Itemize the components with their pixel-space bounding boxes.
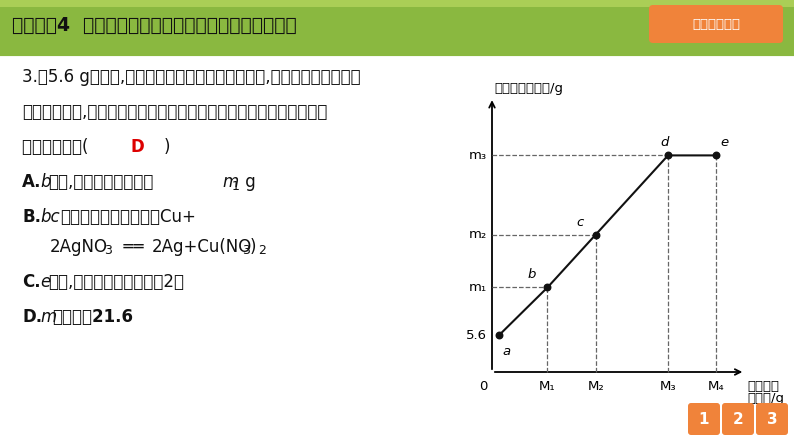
Text: 1: 1 — [699, 412, 709, 426]
Text: m₃: m₃ — [469, 149, 487, 162]
Text: 专项突破4  金属与盐溶液反应后滤液、滤渣成分的分析: 专项突破4 金属与盐溶液反应后滤液、滤渣成分的分析 — [12, 16, 297, 34]
Text: b: b — [527, 269, 535, 282]
Text: 1: 1 — [232, 180, 240, 193]
Text: 点时,生成铜的质量等于: 点时,生成铜的质量等于 — [48, 173, 153, 191]
Text: 段反应的化学方程式为Cu+: 段反应的化学方程式为Cu+ — [60, 208, 196, 226]
Text: e: e — [40, 273, 50, 291]
FancyBboxPatch shape — [0, 49, 794, 53]
FancyBboxPatch shape — [0, 0, 794, 7]
Text: 2: 2 — [258, 245, 266, 257]
Text: d: d — [661, 136, 669, 149]
Text: D.: D. — [22, 308, 42, 326]
Point — [493, 331, 506, 338]
Text: 2AgNO: 2AgNO — [50, 238, 108, 256]
Point — [710, 152, 723, 159]
FancyBboxPatch shape — [722, 403, 754, 435]
FancyBboxPatch shape — [756, 403, 788, 435]
Text: C.: C. — [22, 273, 40, 291]
Text: M₁: M₁ — [539, 380, 556, 393]
Text: a: a — [503, 345, 511, 358]
Text: b: b — [40, 173, 51, 191]
Text: 3: 3 — [104, 245, 112, 257]
Text: e: e — [720, 136, 728, 149]
Text: M₄: M₄ — [708, 380, 725, 393]
Text: 入硝酸银溶液,固体质量与所加溶液总质量的关系如图所示。下列有关: 入硝酸银溶液,固体质量与所加溶液总质量的关系如图所示。下列有关 — [22, 103, 327, 121]
Text: 点时,溶液中含有的溶质有2种: 点时,溶液中含有的溶质有2种 — [48, 273, 184, 291]
Point — [541, 284, 553, 291]
Point — [661, 152, 674, 159]
Text: M₃: M₃ — [660, 380, 676, 393]
FancyBboxPatch shape — [688, 403, 720, 435]
Text: A.: A. — [22, 173, 41, 191]
Text: 返回类型清单: 返回类型清单 — [692, 17, 740, 30]
FancyBboxPatch shape — [0, 0, 794, 50]
Text: ): ) — [143, 138, 171, 156]
Text: 5.6: 5.6 — [466, 329, 487, 342]
Text: ══: ══ — [113, 238, 154, 256]
Text: 3: 3 — [767, 412, 777, 426]
Text: ): ) — [250, 238, 256, 256]
Text: 0: 0 — [479, 380, 487, 393]
Text: m₂: m₂ — [468, 228, 487, 241]
Text: 2Ag+Cu(NO: 2Ag+Cu(NO — [152, 238, 252, 256]
Text: 3: 3 — [242, 245, 250, 257]
Text: 所加溶液: 所加溶液 — [748, 380, 780, 393]
Text: 总质量/g: 总质量/g — [748, 392, 784, 405]
Text: 剩余固体的质量/g: 剩余固体的质量/g — [494, 82, 563, 95]
Text: c: c — [576, 215, 584, 229]
Text: 3.在5.6 g铁粉中,先逐滴加入一定量的硝酸铜溶液,充分反应后再逐滴加: 3.在5.6 g铁粉中,先逐滴加入一定量的硝酸铜溶液,充分反应后再逐滴加 — [22, 68, 360, 86]
FancyBboxPatch shape — [649, 5, 783, 43]
Point — [589, 231, 602, 238]
Text: g: g — [240, 173, 256, 191]
Text: B.: B. — [22, 208, 41, 226]
Text: m: m — [40, 308, 56, 326]
Text: bc: bc — [40, 208, 60, 226]
Text: 说法正确的是(: 说法正确的是( — [22, 138, 94, 156]
Text: m₁: m₁ — [469, 281, 487, 294]
Text: D: D — [130, 138, 144, 156]
Text: m: m — [222, 173, 238, 191]
Text: 2: 2 — [733, 412, 743, 426]
Text: M₂: M₂ — [588, 380, 604, 393]
Text: 的数值为21.6: 的数值为21.6 — [52, 308, 133, 326]
